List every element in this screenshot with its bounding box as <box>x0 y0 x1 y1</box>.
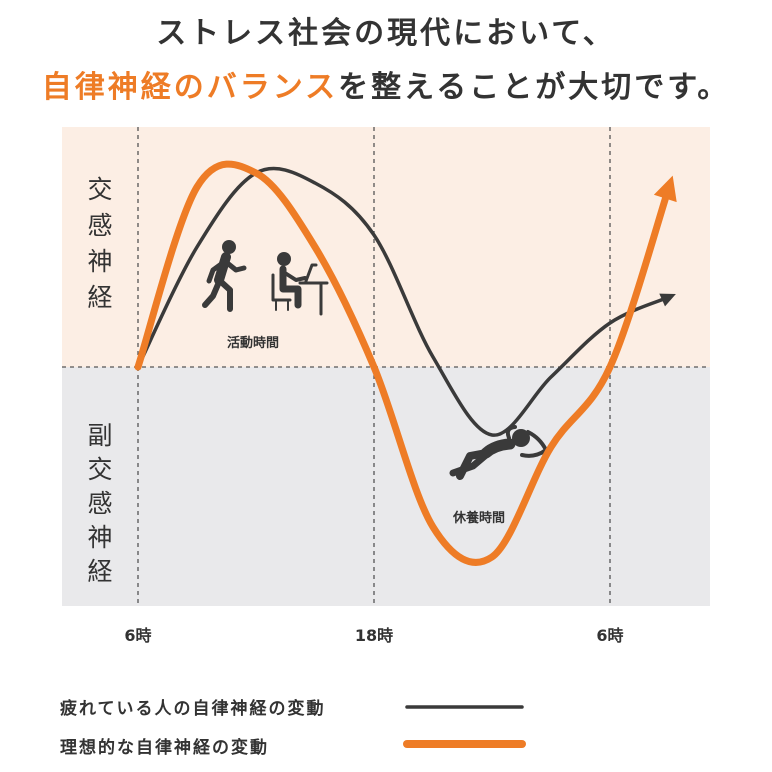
y-region-label-char: 神 <box>87 247 112 276</box>
x-tick-label: 18時 <box>355 626 393 645</box>
series-line-tired <box>136 166 671 437</box>
x-tick-label: 6時 <box>124 626 151 645</box>
y-region-label-char: 感 <box>87 489 112 518</box>
running-person-icon <box>202 240 247 312</box>
y-region-label-char: 経 <box>87 557 112 586</box>
legend-label-tired: 疲れている人の自律神経の変動 <box>60 699 326 719</box>
series-line-ideal <box>134 160 673 566</box>
legend-label-ideal: 理想的な自律神経の変動 <box>60 738 269 758</box>
series-arrow-tired <box>659 293 676 307</box>
heading-line-2: 自律神経のバランスを整えることが大切です。 <box>0 62 772 106</box>
series-arrow-ideal <box>653 175 677 203</box>
y-region-label-char: 交 <box>87 175 112 204</box>
y-region-label-char: 副 <box>87 421 112 450</box>
y-region-label-char: 感 <box>87 211 112 240</box>
y-region-label-char: 交 <box>87 455 112 484</box>
sleeping-person-icon <box>449 425 548 480</box>
heading-accent-text: 自律神経のバランス <box>41 70 339 105</box>
annotation-activity: 活動時間 <box>227 335 279 351</box>
desk-worker-icon <box>271 252 329 316</box>
y-region-label-char: 経 <box>87 283 112 312</box>
heading-line-1: ストレス社会の現代において、 <box>156 16 616 51</box>
heading-rest-text: を整えることが大切です。 <box>338 70 731 105</box>
sympathetic-region <box>62 127 710 367</box>
annotation-rest: 休養時間 <box>452 510 505 526</box>
x-tick-label: 6時 <box>596 626 623 645</box>
y-region-label-char: 神 <box>87 523 112 552</box>
